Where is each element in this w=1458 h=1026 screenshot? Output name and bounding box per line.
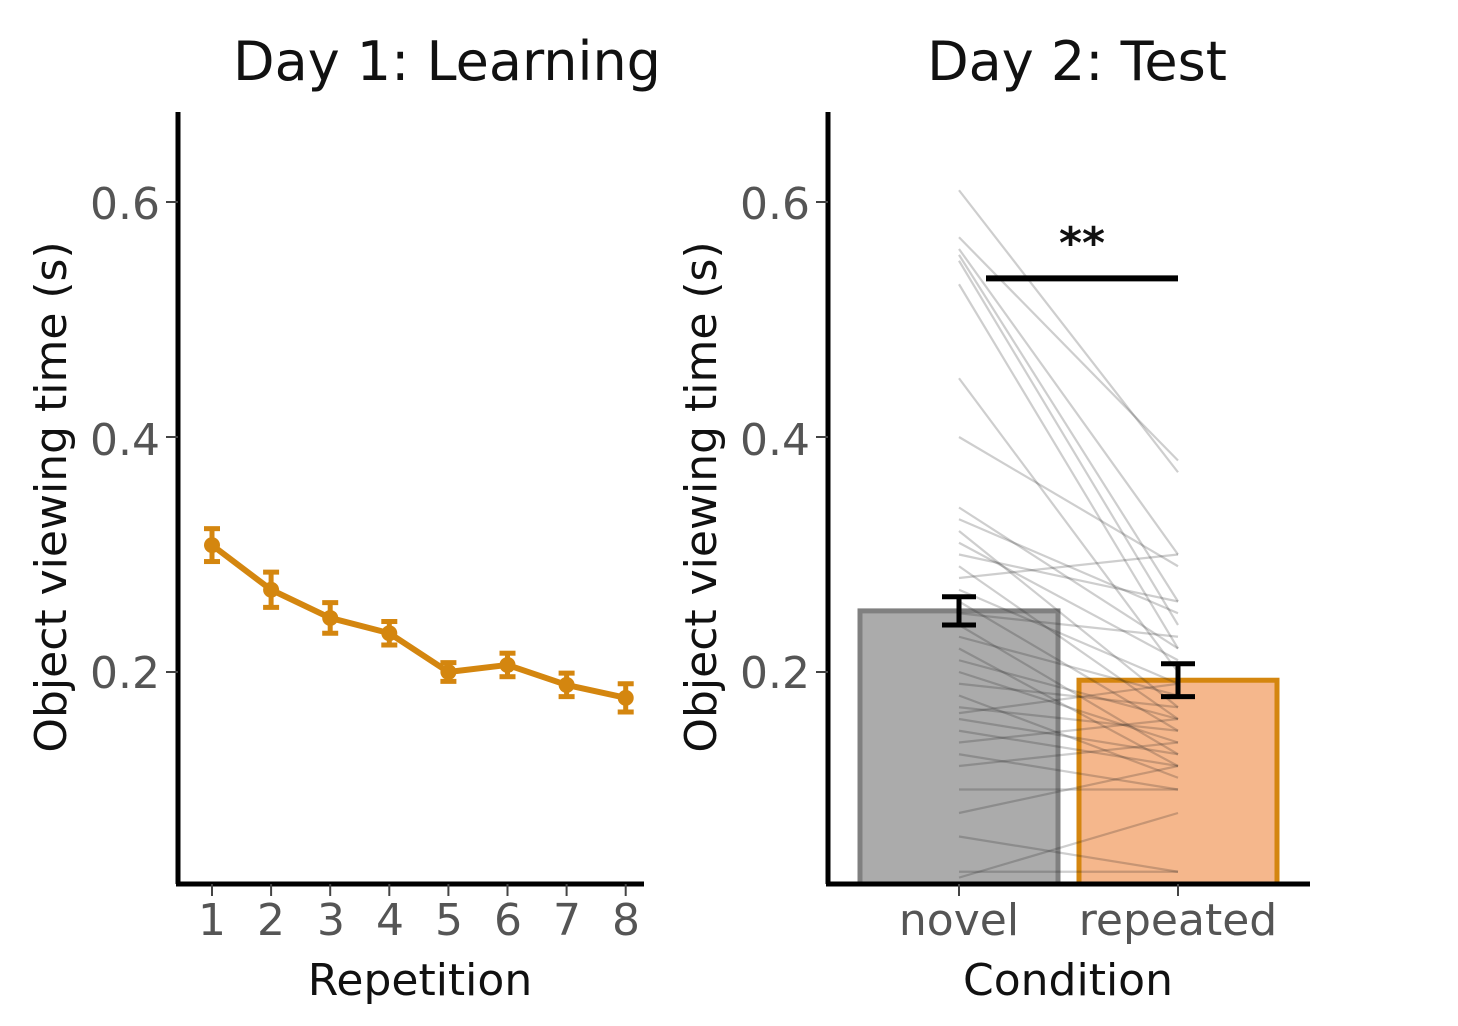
subject-line: [958, 717, 1179, 744]
x-tick-labels: 1 2 3 4 5 6 7 8: [198, 895, 640, 946]
subject-line: [958, 659, 1179, 721]
significance-label: **: [1059, 218, 1105, 269]
subject-line: [958, 670, 1179, 744]
x-tick-label: 1: [198, 895, 226, 946]
data-point: [381, 625, 398, 642]
axes: [166, 112, 644, 896]
y-tick-label: 0.6: [740, 179, 810, 230]
subject-line: [958, 518, 1179, 615]
y-tick-labels: 0.2 0.4 0.6: [90, 179, 160, 699]
subject-line: [958, 741, 1179, 768]
x-tick-label: 2: [257, 895, 285, 946]
subject-line: [958, 436, 1179, 568]
subject-line: [958, 236, 1179, 462]
subject-line: [958, 565, 1179, 720]
subject-line: [958, 283, 1179, 650]
plot-marks: [204, 526, 634, 715]
subject-line: [958, 600, 1179, 732]
y-tick-label: 0.4: [90, 415, 160, 466]
y-tick-label: 0.2: [740, 648, 810, 699]
data-point: [440, 664, 457, 680]
subject-line: [958, 553, 1179, 580]
subject-line: [958, 682, 1179, 715]
subject-line: [958, 506, 1179, 650]
x-tick-label: repeated: [1079, 895, 1277, 946]
x-tick-label: 6: [494, 895, 522, 946]
subject-line: [958, 588, 1179, 685]
subject-line: [958, 682, 1179, 709]
bar: [1076, 677, 1280, 887]
x-axis-label: Repetition: [308, 955, 532, 1006]
subject-line: [958, 530, 1179, 709]
y-axis-label: Object viewing time (s): [26, 241, 77, 752]
subject-line: [958, 753, 1179, 791]
panel-day2-test: Day 2: Test Object viewing time (s) Cond…: [676, 30, 1310, 1006]
y-axis-label: Object viewing time (s): [676, 241, 727, 752]
data-point: [263, 581, 280, 598]
subject-line: [958, 635, 1179, 697]
bar: [857, 608, 1061, 887]
subject-line: [958, 189, 1179, 473]
data-point: [204, 537, 220, 554]
data-point: [617, 689, 634, 706]
chart-title: Day 1: Learning: [233, 30, 661, 93]
x-tick-label: novel: [899, 895, 1019, 946]
subject-line: [958, 254, 1179, 603]
subject-line: [958, 729, 1179, 768]
subject-line: [958, 612, 1179, 638]
x-tick-label: 4: [376, 895, 404, 946]
y-tick-labels: 0.2 0.4 0.6: [740, 179, 810, 699]
panel-day1-learning: Day 1: Learning Object viewing time (s) …: [26, 30, 661, 1006]
y-tick-label: 0.6: [90, 179, 160, 230]
axes: [816, 112, 1310, 896]
subject-line: [958, 835, 1179, 873]
series-line: [210, 542, 627, 701]
x-tick-label: 8: [612, 895, 640, 946]
subject-line: [958, 260, 1179, 626]
subject-line: [958, 624, 1179, 756]
x-tick-label: 5: [435, 895, 463, 946]
subject-line: [958, 764, 1179, 815]
subject-line: [958, 248, 1179, 556]
subject-line: [958, 541, 1179, 662]
subject-line: [958, 706, 1179, 732]
plot-marks: [857, 189, 1280, 887]
chart-title: Day 2: Test: [927, 30, 1227, 93]
x-tick-label: 7: [553, 895, 581, 946]
x-axis-label: Condition: [963, 955, 1173, 1006]
y-tick-label: 0.2: [90, 648, 160, 699]
subject-line: [958, 553, 1179, 603]
subject-line: [958, 377, 1179, 673]
subject-line: [958, 647, 1179, 767]
data-point: [322, 609, 339, 626]
x-tick-label: 3: [317, 895, 345, 946]
x-tick-labels: novel repeated: [899, 895, 1277, 946]
data-point: [499, 656, 516, 673]
subject-line: [958, 811, 1179, 879]
subject-line: [958, 694, 1179, 779]
data-point: [558, 676, 575, 693]
y-tick-label: 0.4: [740, 415, 810, 466]
subject-line: [958, 717, 1179, 756]
